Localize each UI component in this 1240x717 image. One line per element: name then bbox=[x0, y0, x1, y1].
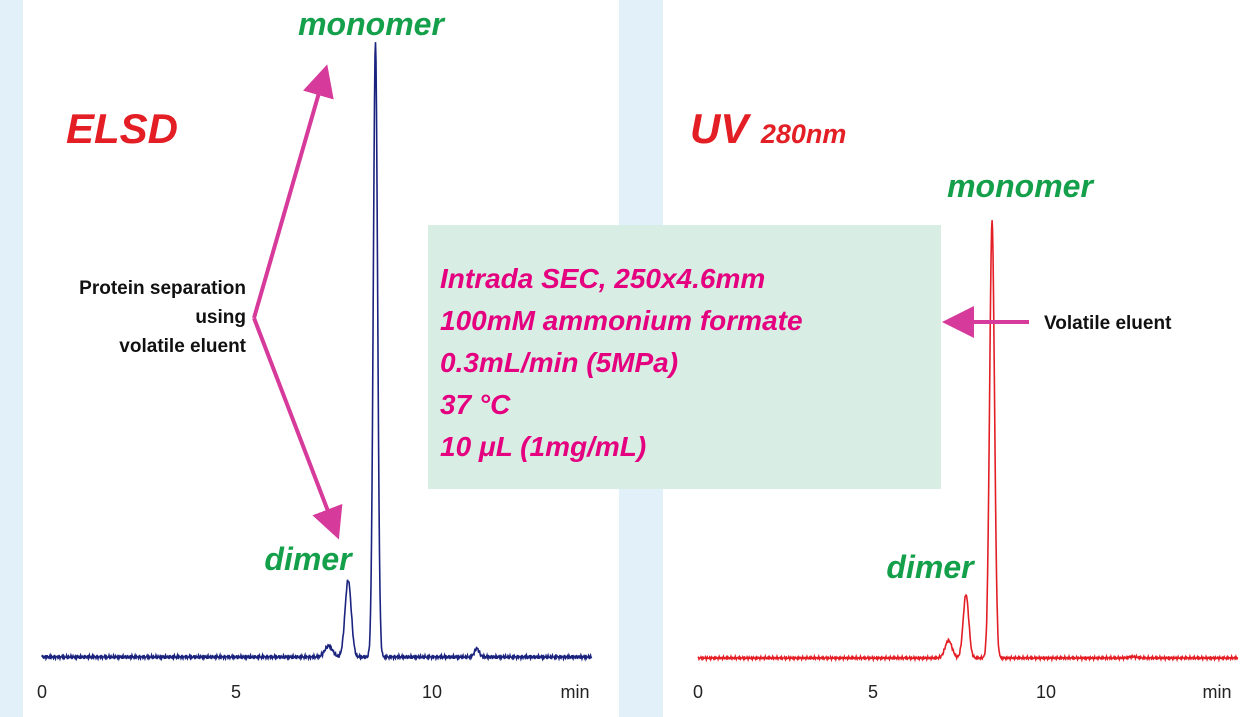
arrow-to-monomer bbox=[252, 64, 334, 319]
elsd-chart: ELSD 0 5 10 min monomer dimer bbox=[37, 6, 593, 702]
uv-detector-label: UV 280nm bbox=[690, 105, 846, 152]
uv-trace-line bbox=[697, 220, 1239, 663]
conditions-line-4: 37 °C bbox=[440, 389, 511, 420]
elsd-x-tick-5: 5 bbox=[231, 682, 241, 702]
left-annotation: Protein separation using volatile eluent bbox=[79, 64, 343, 540]
elsd-trace-line bbox=[41, 42, 593, 662]
left-note-line-2: using bbox=[195, 307, 246, 328]
uv-monomer-label: monomer bbox=[947, 168, 1094, 204]
left-note-line-1: Protein separation bbox=[79, 278, 246, 299]
uv-x-tick-5: 5 bbox=[868, 682, 878, 702]
elsd-detector-label: ELSD bbox=[66, 105, 178, 152]
left-note-line-3: volatile eluent bbox=[119, 336, 246, 357]
uv-x-tick-10: 10 bbox=[1036, 682, 1056, 702]
right-annotation: Volatile eluent bbox=[942, 306, 1172, 338]
conditions-box: Intrada SEC, 250x4.6mm 100mM ammonium fo… bbox=[428, 225, 941, 489]
conditions-line-3: 0.3mL/min (5MPa) bbox=[440, 347, 678, 378]
uv-x-tick-0: 0 bbox=[693, 682, 703, 702]
uv-x-axis-label: min bbox=[1202, 682, 1231, 702]
conditions-line-5: 10 μL (1mg/mL) bbox=[440, 431, 646, 462]
conditions-line-1: Intrada SEC, 250x4.6mm bbox=[440, 263, 765, 294]
elsd-dimer-label: dimer bbox=[264, 541, 353, 577]
elsd-monomer-label: monomer bbox=[298, 6, 445, 42]
conditions-line-2: 100mM ammonium formate bbox=[440, 305, 803, 336]
arrow-to-dimer bbox=[252, 317, 343, 540]
uv-chart: UV 280nm 0 5 10 min monomer dimer bbox=[690, 105, 1239, 702]
elsd-x-tick-10: 10 bbox=[422, 682, 442, 702]
elsd-x-tick-0: 0 bbox=[37, 682, 47, 702]
uv-dimer-label: dimer bbox=[886, 549, 975, 585]
conditions-box-background bbox=[428, 225, 941, 489]
right-note: Volatile eluent bbox=[1044, 313, 1172, 334]
elsd-x-axis-label: min bbox=[560, 682, 589, 702]
